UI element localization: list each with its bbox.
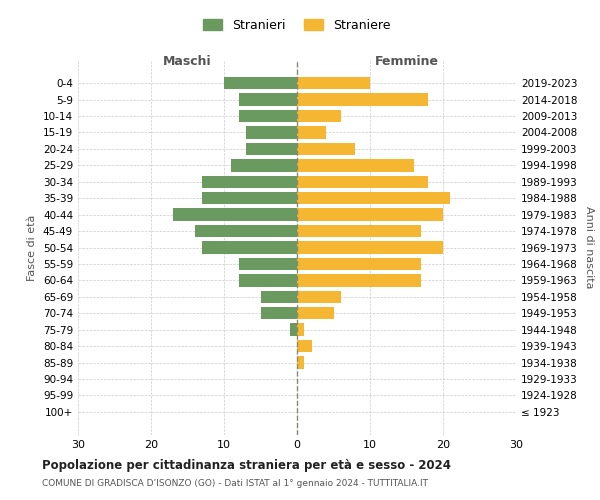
Bar — [239, 94, 297, 106]
Bar — [297, 143, 355, 155]
Bar — [297, 324, 304, 336]
Bar — [173, 208, 297, 221]
Bar — [297, 258, 421, 270]
Bar — [246, 143, 297, 155]
Y-axis label: Fasce di età: Fasce di età — [28, 214, 37, 280]
Bar — [224, 77, 297, 90]
Bar — [202, 242, 297, 254]
Bar — [297, 307, 334, 320]
Bar — [297, 94, 428, 106]
Bar — [297, 159, 414, 172]
Bar — [290, 324, 297, 336]
Bar — [297, 242, 443, 254]
Bar — [297, 110, 341, 122]
Bar — [297, 274, 421, 286]
Bar — [297, 192, 450, 204]
Text: Femmine: Femmine — [374, 56, 439, 68]
Bar — [202, 192, 297, 204]
Bar — [239, 110, 297, 122]
Text: Maschi: Maschi — [163, 56, 212, 68]
Bar — [297, 290, 341, 303]
Bar — [260, 290, 297, 303]
Text: COMUNE DI GRADISCA D’ISONZO (GO) - Dati ISTAT al 1° gennaio 2024 - TUTTITALIA.IT: COMUNE DI GRADISCA D’ISONZO (GO) - Dati … — [42, 478, 428, 488]
Bar — [202, 176, 297, 188]
Text: Popolazione per cittadinanza straniera per età e sesso - 2024: Popolazione per cittadinanza straniera p… — [42, 460, 451, 472]
Bar — [232, 159, 297, 172]
Bar — [297, 208, 443, 221]
Bar — [195, 225, 297, 237]
Legend: Stranieri, Straniere: Stranieri, Straniere — [199, 14, 395, 37]
Bar — [246, 126, 297, 138]
Y-axis label: Anni di nascita: Anni di nascita — [584, 206, 594, 289]
Bar — [297, 126, 326, 138]
Bar — [297, 225, 421, 237]
Bar — [260, 307, 297, 320]
Bar — [239, 274, 297, 286]
Bar — [297, 356, 304, 368]
Bar — [239, 258, 297, 270]
Bar — [297, 340, 311, 352]
Bar — [297, 176, 428, 188]
Bar — [297, 77, 370, 90]
